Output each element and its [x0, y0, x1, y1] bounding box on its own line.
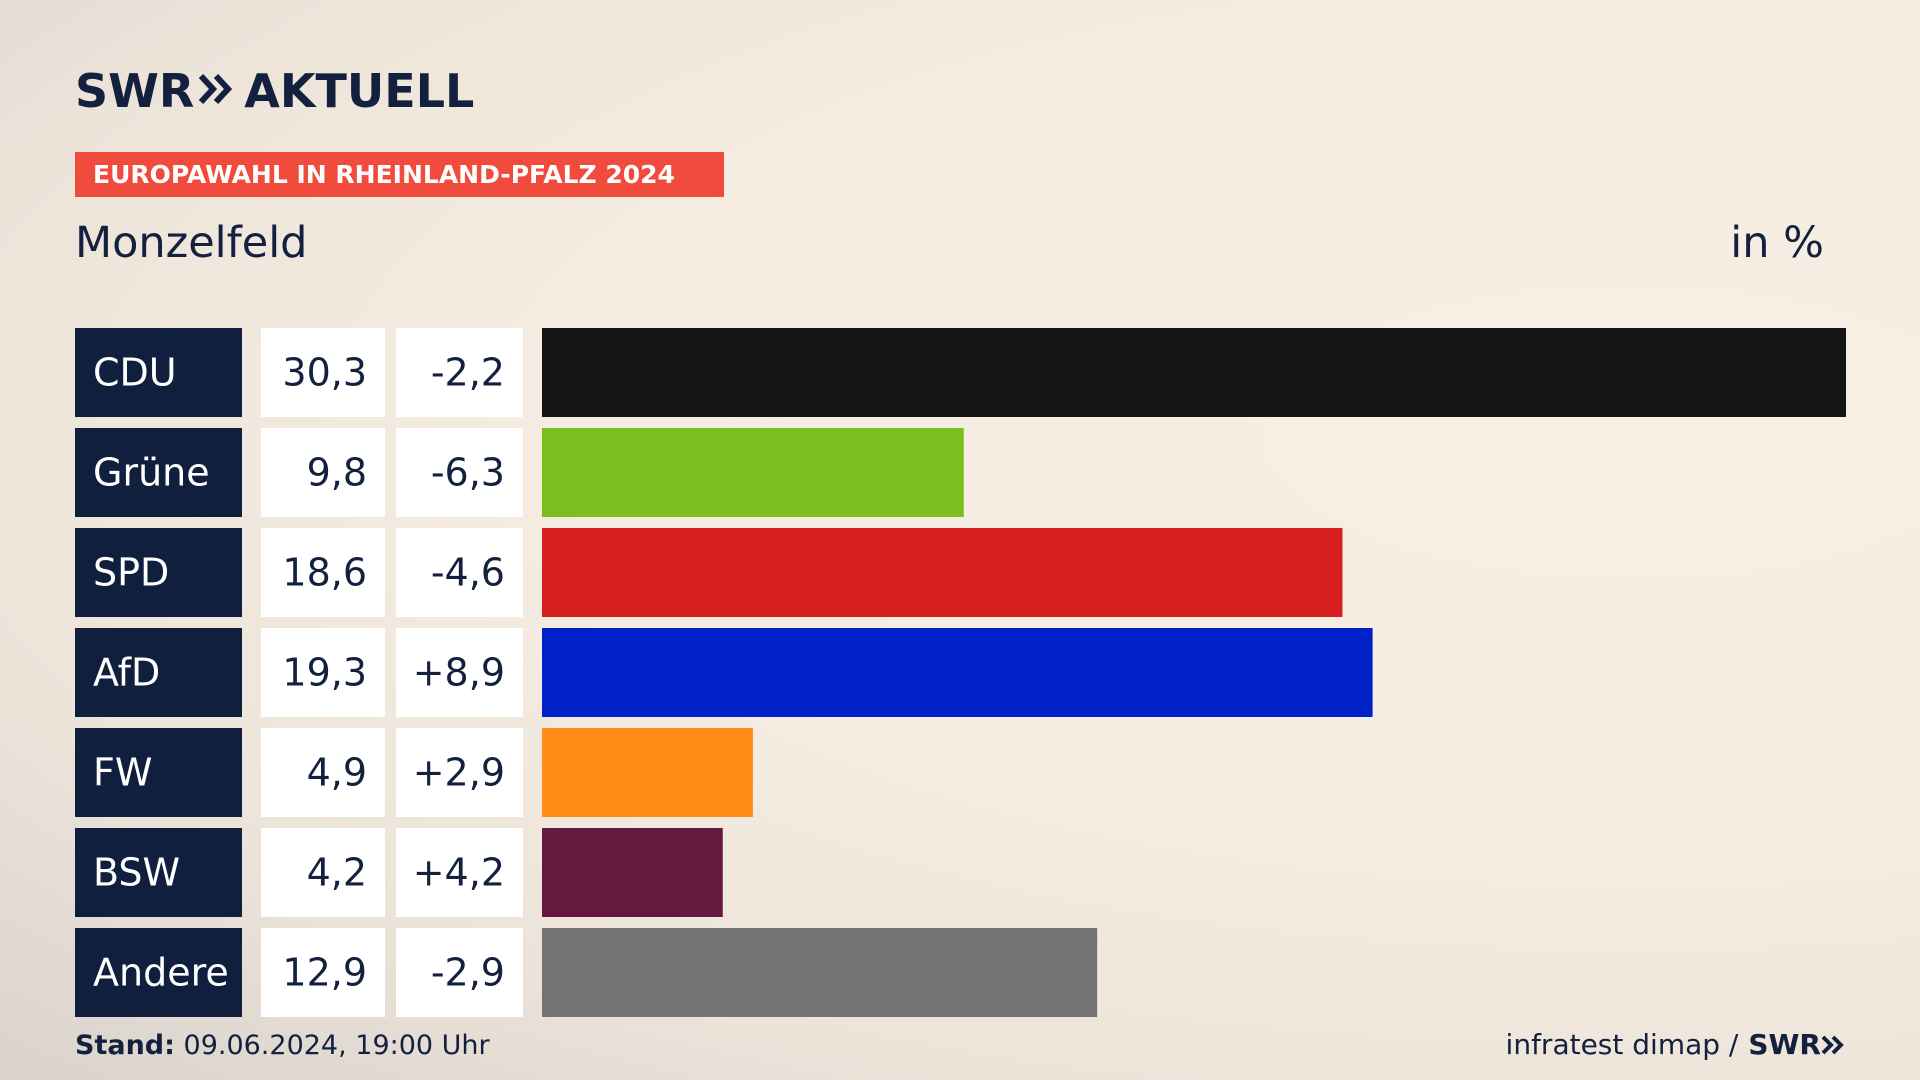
change-cell — [396, 428, 523, 517]
value-label: 18,6 — [282, 551, 367, 595]
place-title: Monzelfeld — [75, 218, 308, 268]
value-cell — [261, 728, 385, 817]
bar — [542, 728, 753, 817]
bar — [542, 528, 1343, 617]
value-cell — [261, 628, 385, 717]
stand-label: Stand: — [75, 1030, 175, 1061]
value-cell — [261, 928, 385, 1017]
change-cell — [396, 728, 523, 817]
value-label: 30,3 — [282, 351, 367, 395]
double-chevron-icon — [198, 64, 234, 118]
value-label: 12,9 — [282, 951, 367, 995]
value-label: 4,2 — [307, 851, 367, 895]
value-cell — [261, 828, 385, 917]
stand-value: 09.06.2024, 19:00 Uhr — [183, 1030, 490, 1061]
party-label-cell — [75, 328, 242, 417]
party-label-cell — [75, 628, 242, 717]
double-chevron-icon — [1821, 1035, 1844, 1054]
timestamp: Stand: 09.06.2024, 19:00 Uhr — [75, 1030, 490, 1061]
party-label: Grüne — [93, 451, 210, 495]
source-credit: infratest dimap / SWR — [1506, 1028, 1845, 1061]
change-label: -2,2 — [431, 351, 505, 395]
bar — [542, 828, 723, 917]
change-label: +8,9 — [413, 651, 505, 695]
brand-suffix-text: AKTUELL — [244, 64, 475, 118]
party-label-cell — [75, 728, 242, 817]
bar — [542, 328, 1846, 417]
change-label: -4,6 — [431, 551, 505, 595]
change-label: -2,9 — [431, 951, 505, 995]
change-cell — [396, 928, 523, 1017]
value-cell — [261, 428, 385, 517]
brand-text: SWR — [75, 64, 195, 118]
value-cell — [261, 528, 385, 617]
bar — [542, 428, 964, 517]
swr-aktuell-logo: SWR AKTUELL — [75, 64, 475, 118]
value-label: 9,8 — [307, 451, 367, 495]
bar — [542, 928, 1098, 1017]
election-banner: EUROPAWAHL IN RHEINLAND-PFALZ 2024 — [75, 152, 724, 197]
party-label: SPD — [93, 551, 169, 595]
party-label-cell — [75, 528, 242, 617]
value-label: 19,3 — [282, 651, 367, 695]
unit-label: in % — [1730, 218, 1824, 268]
change-cell — [396, 828, 523, 917]
change-label: -6,3 — [431, 451, 505, 495]
party-label: FW — [93, 751, 152, 795]
change-label: +2,9 — [413, 751, 505, 795]
source-brand: SWR — [1748, 1028, 1821, 1061]
value-cell — [261, 328, 385, 417]
party-label-cell — [75, 428, 242, 517]
party-label-cell — [75, 828, 242, 917]
change-cell — [396, 528, 523, 617]
change-label: +4,2 — [413, 851, 505, 895]
value-label: 4,9 — [307, 751, 367, 795]
party-label-cell — [75, 928, 242, 1017]
bar — [542, 628, 1373, 717]
change-cell — [396, 328, 523, 417]
change-cell — [396, 628, 523, 717]
source-text: infratest dimap / — [1505, 1028, 1739, 1061]
party-label: Andere — [93, 951, 229, 995]
party-label: CDU — [93, 351, 177, 395]
party-label: AfD — [93, 651, 160, 695]
party-label: BSW — [93, 851, 180, 895]
